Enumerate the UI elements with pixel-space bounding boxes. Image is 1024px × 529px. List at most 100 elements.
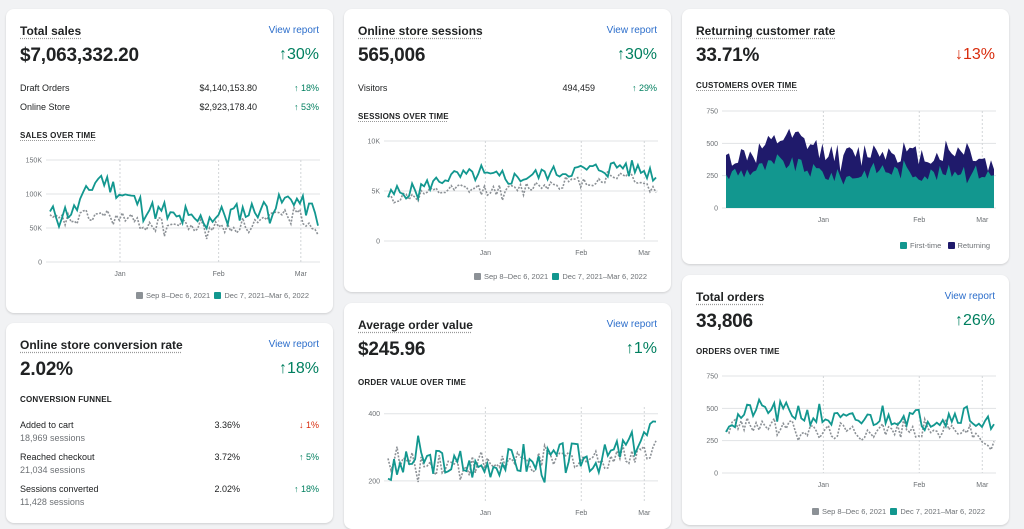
row-value: $4,140,153.80 bbox=[199, 83, 257, 93]
previous-period-line bbox=[725, 415, 995, 452]
row-sessions-text: 18,969 sessions bbox=[20, 433, 86, 443]
row-value: 3.36% bbox=[214, 420, 240, 430]
metric-delta: ↑30% bbox=[616, 46, 657, 63]
chart-label: SALES OVER TIME bbox=[20, 131, 96, 140]
x-tick-label: Mar bbox=[976, 482, 989, 489]
y-tick-label: 0 bbox=[714, 206, 718, 213]
legend-swatch-previous bbox=[136, 292, 143, 299]
total-sales-card: Total sales View report $7,063,332.20 ↑3… bbox=[6, 9, 333, 313]
y-tick-label: 750 bbox=[706, 374, 718, 381]
row-sessions-text: 11,428 sessions bbox=[20, 497, 85, 507]
row-value: 2.02% bbox=[214, 484, 240, 494]
row-label: Reached checkout bbox=[20, 452, 95, 462]
metric-value: 33.71% bbox=[696, 45, 760, 66]
returning-rate-card: Returning customer rate 33.71% ↓13% CUST… bbox=[682, 9, 1009, 264]
legend-swatch-previous bbox=[812, 508, 819, 515]
chart-legend: Sep 8–Dec 6, 2021 Dec 7, 2021–Mar 6, 202… bbox=[812, 507, 985, 516]
x-tick-label: Jan bbox=[480, 250, 491, 257]
row-delta: ↑ 18% bbox=[293, 83, 319, 93]
y-tick-label: 200 bbox=[368, 478, 380, 485]
row-sessions-text: 21,034 sessions bbox=[20, 465, 86, 475]
metric-delta: ↑18% bbox=[278, 360, 319, 377]
y-tick-label: 250 bbox=[706, 438, 718, 445]
row-delta: ↑ 53% bbox=[293, 102, 319, 112]
legend-first-time: First-time bbox=[910, 241, 942, 250]
y-tick-label: 400 bbox=[368, 411, 380, 418]
row-label: Added to cart bbox=[20, 420, 74, 430]
y-tick-label: 0 bbox=[714, 471, 718, 478]
sales-line-chart: 150K 100K 50K 0 Jan Feb Mar bbox=[26, 158, 320, 278]
funnel-row: Sessions converted 2.02% ↑ 18% bbox=[20, 484, 319, 498]
legend-swatch-first-time bbox=[900, 242, 907, 249]
legend-current: Dec 7, 2021–Mar 6, 2022 bbox=[562, 272, 648, 281]
legend-returning: Returning bbox=[957, 241, 991, 250]
sessions-card: Online store sessions View report 565,00… bbox=[344, 9, 671, 292]
x-tick-label: Jan bbox=[818, 482, 829, 489]
chart-legend: First-time Returning bbox=[900, 241, 990, 250]
x-tick-label: Mar bbox=[638, 250, 651, 257]
y-tick-label: 0 bbox=[376, 239, 380, 246]
row-delta: ↓ 1% bbox=[298, 420, 319, 430]
chart-label: CUSTOMERS OVER TIME bbox=[696, 81, 797, 90]
sessions-line-chart: 10K 5K 0 Jan Feb Mar bbox=[368, 139, 658, 257]
row-label: Sessions converted bbox=[20, 484, 99, 494]
y-tick-label: 5K bbox=[371, 189, 380, 196]
x-tick-label: Mar bbox=[638, 510, 651, 517]
y-tick-label: 750 bbox=[706, 109, 718, 116]
customers-area-chart: 750 500 250 0 Jan Feb Mar bbox=[706, 109, 996, 224]
view-report-link[interactable]: View report bbox=[606, 25, 657, 36]
y-tick-label: 50K bbox=[30, 226, 43, 233]
x-tick-label: Mar bbox=[295, 271, 308, 278]
y-tick-label: 500 bbox=[706, 141, 718, 148]
chart-label: ORDERS OVER TIME bbox=[696, 347, 780, 356]
first-time-area bbox=[726, 154, 994, 208]
y-tick-label: 150K bbox=[26, 158, 43, 165]
aov-card: Average order value View report $245.96 … bbox=[344, 303, 671, 529]
chart-label: ORDER VALUE OVER TIME bbox=[358, 378, 467, 387]
metric-delta: ↓13% bbox=[954, 46, 995, 63]
x-tick-label: Mar bbox=[976, 217, 989, 224]
current-period-line bbox=[387, 160, 657, 202]
row-label: Online Store bbox=[20, 102, 71, 112]
legend-previous: Sep 8–Dec 6, 2021 bbox=[822, 507, 887, 516]
row-value: $2,923,178.40 bbox=[199, 102, 257, 112]
view-report-link[interactable]: View report bbox=[944, 291, 995, 302]
metric-delta: ↑26% bbox=[954, 312, 995, 329]
view-report-link[interactable]: View report bbox=[268, 25, 319, 36]
x-tick-label: Jan bbox=[480, 510, 491, 517]
conversion-rate-card: Online store conversion rate View report… bbox=[6, 323, 333, 523]
x-tick-label: Feb bbox=[575, 510, 587, 517]
legend-swatch-current bbox=[890, 508, 898, 515]
metric-value: $245.96 bbox=[358, 339, 426, 360]
card-title: Average order value bbox=[358, 318, 473, 332]
row-delta: ↑ 18% bbox=[293, 484, 319, 494]
x-tick-label: Feb bbox=[913, 482, 925, 489]
chart-legend: Sep 8–Dec 6, 2021 Dec 7, 2021–Mar 6, 202… bbox=[136, 291, 309, 300]
current-period-line bbox=[49, 173, 319, 231]
row-label: Visitors bbox=[358, 83, 388, 93]
previous-period-line bbox=[49, 205, 319, 240]
legend-current: Dec 7, 2021–Mar 6, 2022 bbox=[224, 291, 310, 300]
legend-swatch-current bbox=[552, 273, 560, 280]
y-tick-label: 10K bbox=[368, 139, 381, 146]
card-title: Online store conversion rate bbox=[20, 338, 183, 352]
funnel-row: Added to cart 3.36% ↓ 1% bbox=[20, 420, 319, 434]
view-report-link[interactable]: View report bbox=[268, 339, 319, 350]
metric-value: 2.02% bbox=[20, 359, 73, 380]
card-title: Returning customer rate bbox=[696, 24, 836, 38]
x-tick-label: Feb bbox=[913, 217, 925, 224]
row-sessions: 21,034 sessions bbox=[20, 465, 319, 479]
metric-value: 33,806 bbox=[696, 311, 753, 332]
x-tick-label: Jan bbox=[114, 271, 125, 278]
x-tick-label: Jan bbox=[818, 217, 829, 224]
metric-value: 565,006 bbox=[358, 45, 426, 66]
current-period-line bbox=[387, 420, 657, 483]
legend-current: Dec 7, 2021–Mar 6, 2022 bbox=[900, 507, 986, 516]
view-report-link[interactable]: View report bbox=[606, 319, 657, 330]
metric-value: $7,063,332.20 bbox=[20, 45, 139, 66]
card-title: Online store sessions bbox=[358, 24, 483, 38]
breakdown-row: Online Store $2,923,178.40 ↑ 53% bbox=[20, 102, 319, 116]
legend-swatch-current bbox=[214, 292, 222, 299]
previous-period-line bbox=[387, 168, 657, 204]
funnel-label: CONVERSION FUNNEL bbox=[20, 395, 112, 404]
